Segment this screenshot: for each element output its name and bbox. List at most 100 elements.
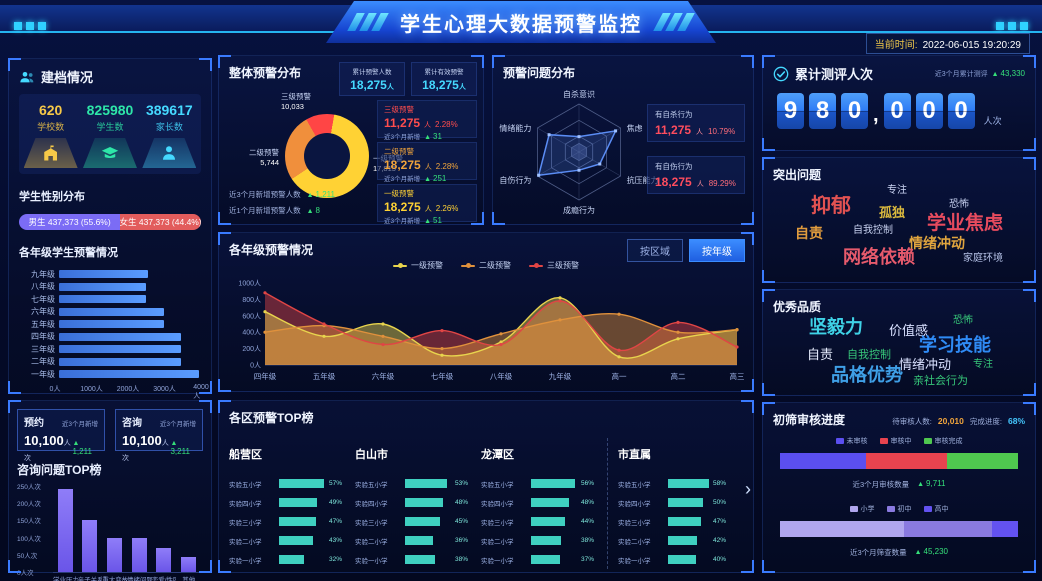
- area-toggle-0[interactable]: 按区域: [627, 239, 683, 262]
- district-top-panel: 各区预警TOP榜 船营区 实验五小学 57% 实验四小学 49% 实验三小学 47% 实验二小…: [218, 400, 754, 573]
- people-icon: [19, 69, 35, 85]
- district-columns: 船营区 实验五小学 57% 实验四小学 49% 实验三小学 47% 实验二小学 43% 实验一小学…: [229, 438, 743, 569]
- review-caption-delta: 45,230: [915, 547, 948, 558]
- donut-segment-name: 二级预警: [249, 147, 279, 157]
- radar-axis-label: 情绪能力: [499, 123, 531, 133]
- svg-text:八年级: 八年级: [490, 371, 513, 381]
- school-bar: [279, 498, 318, 507]
- review-head-stats: 待审核人数: 20,010 完成进度: 68%: [892, 416, 1025, 427]
- archive-title-row: 建档情况: [19, 67, 201, 86]
- radar-stat-row: 18,275 人 89.29%: [655, 175, 737, 189]
- radar-stat-label: 有自伤行为: [655, 162, 693, 171]
- panel-corner: [199, 400, 212, 413]
- legend-swatch-icon: [923, 506, 932, 512]
- review-progress-panel: 初筛审核进度 待审核人数: 20,010 完成进度: 68% 未审核 审核中 审核完…: [762, 402, 1036, 573]
- gender-distribution-bar: 男生 437,373 (55.6%) 女生 437,373 (44.4%): [19, 214, 201, 230]
- level-note: 近3个月新增31: [384, 131, 470, 141]
- pending-value: 20,010: [937, 416, 964, 426]
- axis-tick: 50人次: [17, 552, 38, 560]
- consult-x-labels: 学业压力亲子关系重大变故创伤情绪问题恋爱/性困扰 其他: [53, 574, 201, 581]
- panel-corner: [741, 379, 754, 392]
- panel-corner: [741, 232, 754, 245]
- review-caption-label: 近3个月筛查数量: [849, 548, 907, 557]
- grade-bar-row: 三年级: [19, 343, 201, 356]
- panel-corner: [8, 381, 21, 394]
- area-toggle-1[interactable]: 按年级: [689, 239, 745, 262]
- school-bar-track: [531, 479, 578, 488]
- review-caption-0: 近3个月审核数量 9,711: [773, 479, 1025, 490]
- stat-label: 家长数: [155, 122, 183, 132]
- level-label: 三级预警: [384, 105, 414, 114]
- flip-midline: [947, 111, 975, 112]
- svg-text:四年级: 四年级: [254, 371, 277, 381]
- radar-panel: 预警问题分布 自杀意识 焦虑 抗压能力 成瘾行为 自伤行为 情绪能力 有自杀行为 11,27…: [492, 55, 754, 225]
- consult-bar: [107, 537, 123, 572]
- school-label: 实验三小学: [355, 519, 388, 527]
- archive-title: 建档情况: [41, 70, 94, 85]
- stacked-segment: [946, 453, 1018, 469]
- panel-corner: [1023, 383, 1036, 396]
- district-row: 实验四小学 50%: [618, 493, 733, 512]
- panel-corner: [199, 58, 212, 71]
- school-pct: 53%: [455, 480, 469, 487]
- school-pct: 32%: [329, 556, 343, 563]
- legend-item: 二级预警: [461, 260, 511, 271]
- school-label: 实验五小学: [481, 481, 514, 489]
- school-bar-track: [279, 536, 326, 545]
- level-row: 18,275 人 2.28%: [384, 158, 470, 172]
- stat-box-delta: 3,211: [170, 438, 196, 456]
- panel-corner: [471, 212, 484, 225]
- grade-bar-row: 五年级: [19, 318, 201, 331]
- panel-corner: [1023, 289, 1036, 302]
- archive-stat-1: 825980 学生数: [80, 102, 139, 168]
- panel-corner: [762, 157, 775, 170]
- flip-digit-value: 0: [890, 97, 904, 124]
- svg-text:600人: 600人: [242, 312, 261, 320]
- stat-box-label: 预约: [24, 418, 44, 429]
- quality-cloud-title: 优秀品质: [773, 300, 822, 314]
- stacked-segment: [865, 453, 947, 469]
- axis-tick: 4000人: [193, 383, 209, 400]
- gender-segment-1: 女生 437,373 (44.4%): [120, 214, 201, 230]
- cloud-word: 自责: [795, 225, 823, 241]
- panel-corner: [1023, 157, 1036, 170]
- radar-stat-pct: 89.29%: [708, 179, 736, 188]
- grade-bar: [59, 270, 148, 279]
- carousel-next-button[interactable]: [745, 480, 751, 498]
- district-name: 船营区: [229, 449, 262, 461]
- axis-tick: 1000人: [80, 385, 103, 393]
- cloud-word: 情绪冲动: [909, 235, 965, 251]
- title-banner: 学生心理大数据预警监控: [326, 1, 716, 43]
- pending-label: 待审核人数:: [892, 417, 932, 426]
- panel-corner: [471, 55, 484, 68]
- school-bar-track: [405, 517, 452, 526]
- cloud-word: 学习技能: [919, 335, 991, 355]
- stat-box-row: 10,100人次1,211: [24, 433, 98, 463]
- cloud-word: 孤独: [879, 205, 906, 220]
- grade-bar-track: [59, 345, 201, 354]
- school-bar-track: [279, 479, 326, 488]
- student-icon: [101, 144, 119, 162]
- school-bar-track: [279, 498, 326, 507]
- radar-title: 预警问题分布: [503, 66, 576, 80]
- time-label: 当前时间:: [874, 40, 918, 51]
- donut-label-top: 三级预警 10,033: [281, 92, 311, 112]
- district-row: 实验三小学 47%: [229, 512, 349, 531]
- svg-text:七年级: 七年级: [431, 371, 454, 381]
- top-header: 学生心理大数据预警监控 当前时间: 2022-06-015 19:20:29: [0, 0, 1042, 54]
- level-value: 18,275: [384, 158, 421, 172]
- axis-tick: 200人次: [17, 501, 41, 509]
- panel-corner: [8, 560, 21, 573]
- svg-text:0人: 0人: [250, 362, 261, 370]
- consult-plot: [53, 486, 201, 573]
- svg-text:1000人: 1000人: [238, 280, 261, 288]
- level-label: 一级预警: [384, 189, 414, 198]
- school-bar-track: [668, 479, 710, 488]
- panel-corner: [492, 55, 505, 68]
- district-row: 实验二小学 42%: [618, 531, 733, 550]
- svg-text:高三: 高三: [730, 371, 745, 381]
- panel-corner: [218, 560, 231, 573]
- grade-trend-panel: 各年级预警情况 按区域 按年级 一级预警 二级预警 三级预警 1000人 800人 600…: [218, 232, 754, 392]
